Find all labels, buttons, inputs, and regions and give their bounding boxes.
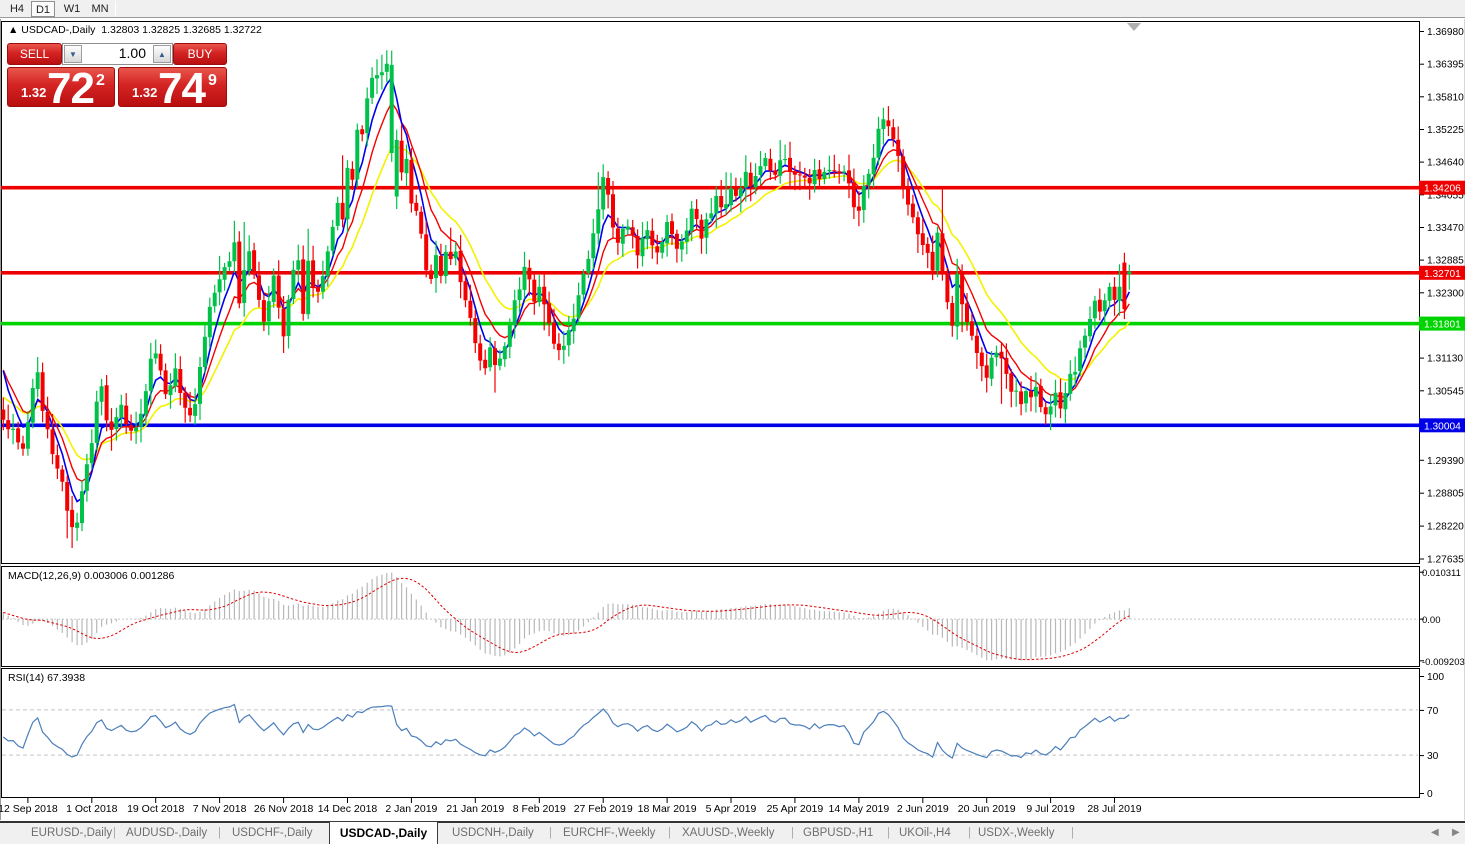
svg-text:27 Feb 2019: 27 Feb 2019 (574, 803, 633, 815)
svg-text:1.30545: 1.30545 (1427, 386, 1464, 397)
svg-text:21 Jan 2019: 21 Jan 2019 (446, 803, 504, 815)
svg-text:1.35225: 1.35225 (1427, 125, 1464, 136)
svg-text:5 Apr 2019: 5 Apr 2019 (706, 803, 757, 815)
svg-text:7 Nov 2018: 7 Nov 2018 (193, 803, 247, 815)
svg-text:26 Nov 2018: 26 Nov 2018 (254, 803, 314, 815)
svg-text:18 Mar 2019: 18 Mar 2019 (638, 803, 697, 815)
svg-text:14 Dec 2018: 14 Dec 2018 (318, 803, 378, 815)
svg-text:1.31130: 1.31130 (1427, 354, 1463, 365)
svg-text:1.28805: 1.28805 (1427, 489, 1464, 500)
svg-text:28 Jul 2019: 28 Jul 2019 (1087, 803, 1141, 815)
svg-text:0: 0 (1427, 789, 1433, 800)
svg-text:1.33470: 1.33470 (1427, 223, 1464, 234)
svg-text:12 Sep 2018: 12 Sep 2018 (0, 803, 58, 815)
svg-text:25 Apr 2019: 25 Apr 2019 (767, 803, 824, 815)
svg-text:1.36395: 1.36395 (1427, 60, 1464, 71)
svg-text:100: 100 (1427, 672, 1444, 683)
svg-text:0.010311: 0.010311 (1422, 568, 1461, 579)
svg-text:1.27635: 1.27635 (1427, 555, 1464, 566)
svg-text:1.30004: 1.30004 (1424, 421, 1461, 432)
svg-text:1.28220: 1.28220 (1427, 522, 1464, 533)
svg-text:30: 30 (1427, 751, 1439, 762)
svg-text:1.36980: 1.36980 (1427, 27, 1464, 38)
svg-text:1.32701: 1.32701 (1424, 269, 1461, 280)
svg-text:1.34055: 1.34055 (1427, 190, 1464, 201)
svg-text:14 May 2019: 14 May 2019 (829, 803, 890, 815)
svg-text:1.31801: 1.31801 (1424, 320, 1461, 331)
svg-text:0.00: 0.00 (1422, 615, 1441, 626)
svg-text:8 Feb 2019: 8 Feb 2019 (513, 803, 566, 815)
svg-text:1.32300: 1.32300 (1427, 288, 1464, 299)
svg-text:1.32885: 1.32885 (1427, 256, 1464, 267)
svg-text:2 Jan 2019: 2 Jan 2019 (385, 803, 437, 815)
svg-text:1 Oct 2018: 1 Oct 2018 (66, 803, 118, 815)
svg-text:20 Jun 2019: 20 Jun 2019 (958, 803, 1016, 815)
svg-text:9 Jul 2019: 9 Jul 2019 (1026, 803, 1075, 815)
svg-text:1.34206: 1.34206 (1424, 184, 1461, 195)
svg-text:1.29390: 1.29390 (1427, 456, 1464, 467)
svg-text:-0.009203: -0.009203 (1422, 657, 1465, 668)
svg-text:1.34640: 1.34640 (1427, 158, 1464, 169)
svg-text:2 Jun 2019: 2 Jun 2019 (897, 803, 949, 815)
svg-text:70: 70 (1427, 706, 1439, 717)
svg-text:1.35810: 1.35810 (1427, 92, 1464, 103)
svg-text:19 Oct 2018: 19 Oct 2018 (127, 803, 184, 815)
